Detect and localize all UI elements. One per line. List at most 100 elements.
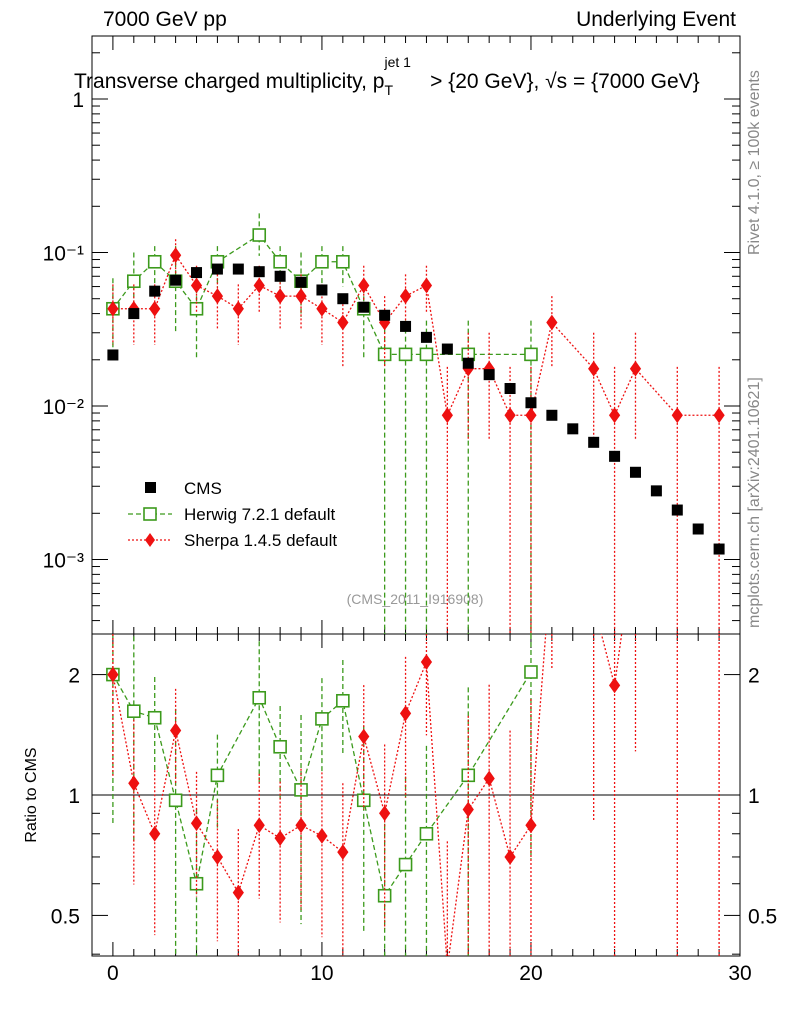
herwig-point	[315, 254, 329, 269]
legend: CMS Herwig 7.2.1 default Sherpa 1.4.5 defa…	[128, 479, 337, 550]
herwig-point	[273, 739, 287, 754]
sherpa-point	[629, 360, 642, 377]
cms-point	[588, 436, 600, 448]
herwig-point	[336, 254, 350, 269]
herwig-point	[315, 712, 329, 726]
cms-point	[483, 369, 495, 381]
herwig-point	[377, 888, 392, 903]
y-tick-label: 10⁻²	[43, 396, 84, 419]
sherpa-point	[379, 805, 391, 822]
cms-point	[170, 274, 182, 286]
sherpa-point	[107, 666, 119, 683]
sherpa-point	[316, 828, 328, 844]
x-tick-label: 30	[728, 962, 751, 985]
sherpa-point	[253, 817, 265, 834]
cms-point	[546, 409, 558, 421]
cms-point	[211, 263, 223, 275]
sherpa-point	[608, 677, 621, 694]
legend-label-1: Herwig 7.2.1 default	[184, 505, 335, 524]
herwig-point	[210, 768, 225, 783]
cms-point	[441, 343, 453, 355]
sherpa-point	[232, 300, 244, 317]
sherpa-point	[504, 849, 516, 865]
sherpa-point	[483, 770, 495, 787]
sherpa-point	[169, 247, 182, 264]
sherpa-point	[190, 277, 203, 294]
x-tick-label: 20	[519, 962, 542, 985]
cms-point	[274, 270, 286, 282]
y-tick-label: 10⁻¹	[43, 243, 84, 266]
plot-title-sub: T	[384, 82, 394, 98]
herwig-point	[398, 347, 413, 362]
ratio-y-tick-label: 2	[68, 665, 80, 688]
sherpa-point	[671, 407, 683, 424]
sherpa-point	[358, 728, 370, 745]
cms-point	[567, 423, 579, 435]
cms-point	[358, 301, 370, 313]
sherpa-point	[253, 277, 265, 294]
sherpa-point	[169, 722, 182, 739]
cms-point	[253, 266, 265, 278]
sherpa-point	[316, 300, 328, 317]
cms-point	[295, 276, 307, 288]
herwig-point	[524, 347, 538, 362]
herwig-point	[524, 665, 538, 679]
sherpa-point	[211, 288, 224, 304]
cms-point	[629, 466, 641, 478]
sherpa-point	[149, 825, 161, 842]
sherpa-point	[462, 801, 474, 818]
sherpa-point	[713, 407, 725, 424]
sherpa-point	[211, 849, 224, 865]
herwig-point	[273, 254, 287, 269]
sherpa-point	[441, 407, 453, 424]
sherpa-point	[337, 314, 349, 331]
ratio-y-tick-label-right: 2	[748, 665, 760, 688]
cms-point	[107, 349, 119, 361]
cms-point	[713, 543, 725, 555]
sherpa-point	[295, 288, 307, 304]
ratio-ylabel: Ratio to CMS	[23, 747, 40, 842]
ratio-y-tick-label: 0.5	[51, 905, 80, 928]
legend-label-0: CMS	[184, 479, 222, 498]
sherpa-point	[546, 314, 558, 331]
cms-point	[128, 308, 140, 320]
herwig-point	[189, 301, 204, 316]
herwig-point	[252, 228, 267, 242]
cms-point	[191, 267, 203, 279]
sherpa-line	[112, 253, 720, 418]
cms-point	[692, 523, 704, 535]
y-tick-label: 10⁻³	[43, 550, 84, 573]
x-tick-label: 10	[310, 962, 333, 985]
sherpa-point	[190, 815, 203, 832]
sherpa-point	[274, 830, 286, 847]
analysis-id: (CMS_2011_I916908)	[347, 591, 484, 607]
sherpa-ratio-group	[107, 634, 720, 956]
plot-title-main: Transverse charged multiplicity, p	[74, 70, 385, 93]
cms-point	[462, 357, 474, 369]
legend-cms-marker	[145, 482, 156, 493]
sherpa-point	[295, 817, 307, 834]
herwig-point	[252, 690, 267, 705]
legend-label-2: Sherpa 1.4.5 default	[184, 531, 337, 550]
cms-point	[504, 383, 516, 395]
cms-point	[337, 293, 349, 305]
herwig-point	[377, 347, 392, 362]
cms-point	[400, 320, 412, 332]
sherpa-point	[525, 817, 537, 834]
cms-point	[671, 504, 683, 516]
herwig-point	[398, 857, 413, 872]
cms-point	[650, 485, 662, 497]
sherpa-main-group	[107, 239, 725, 634]
header-right: Underlying Event	[576, 8, 736, 31]
herwig-point	[147, 254, 162, 269]
herwig-point	[147, 710, 162, 725]
herwig-point	[419, 347, 434, 362]
legend-herwig-marker	[143, 507, 157, 521]
herwig-point	[127, 274, 141, 289]
sherpa-point	[337, 844, 349, 860]
plot-title-rest: > {20 GeV}, √s = {7000 GeV}	[424, 70, 700, 93]
herwig-point	[168, 793, 183, 808]
x-tick-label: 0	[107, 962, 119, 985]
sherpa-point	[399, 288, 412, 304]
